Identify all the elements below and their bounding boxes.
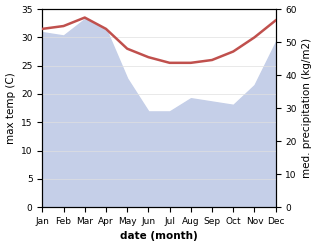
Y-axis label: med. precipitation (kg/m2): med. precipitation (kg/m2) — [302, 38, 313, 178]
Y-axis label: max temp (C): max temp (C) — [5, 72, 16, 144]
X-axis label: date (month): date (month) — [120, 231, 198, 242]
